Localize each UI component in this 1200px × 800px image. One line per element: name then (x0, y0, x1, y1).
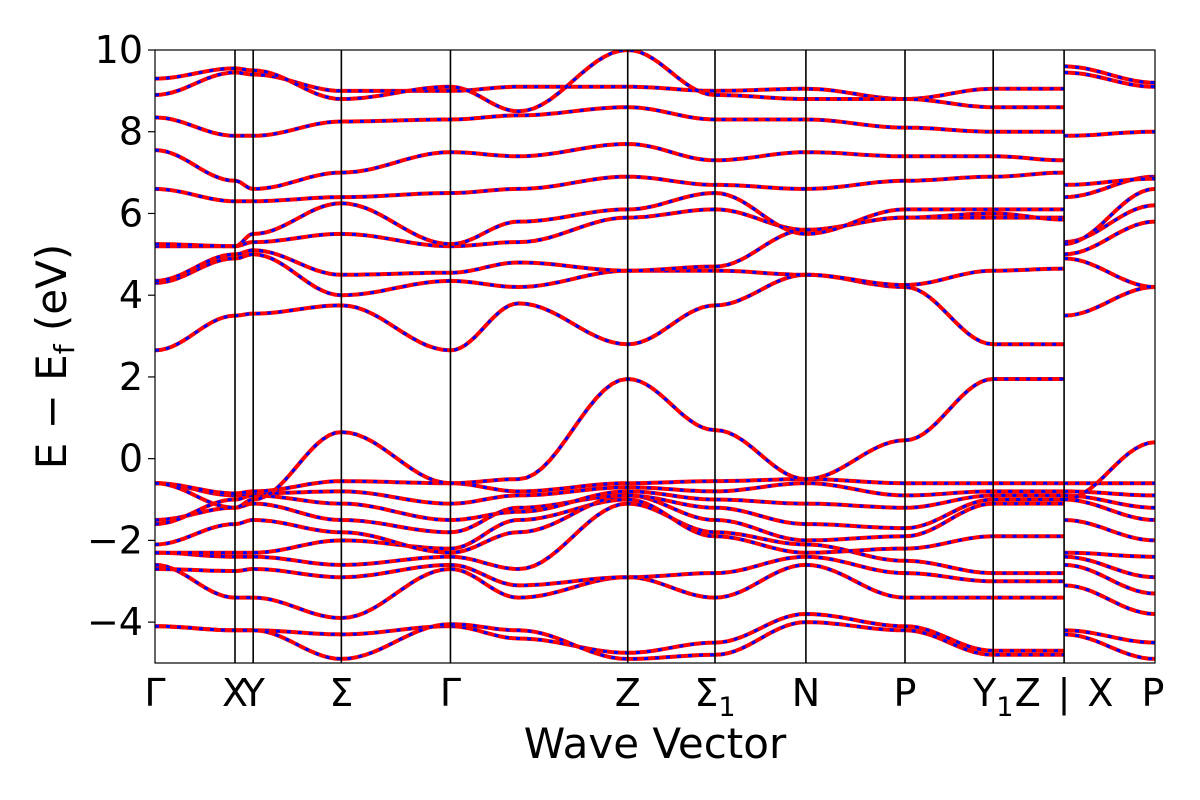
band-line-red (1064, 583, 1155, 616)
band-line-blue-dashed (1063, 440, 1155, 501)
x-tick-label: Z (1015, 671, 1041, 715)
band-line-red (155, 272, 1065, 353)
x-tick-label: Y1 (972, 671, 1013, 723)
y-tick-label: 8 (119, 110, 143, 154)
band-line-blue-dashed (1064, 493, 1155, 510)
band-line-blue-dashed (155, 493, 1065, 555)
band-line-blue-dashed (155, 502, 1065, 575)
band-line-blue-dashed (1064, 285, 1155, 318)
band-line-blue-dashed (155, 252, 1065, 297)
x-tick-label: Γ (144, 671, 165, 715)
band-line-blue-dashed (1064, 583, 1155, 616)
band-line-red (1063, 219, 1155, 257)
x-tick-label: Γ (440, 671, 461, 715)
band-line-blue-dashed (1064, 563, 1155, 595)
x-tick-label: X (222, 671, 248, 715)
band-line-blue-dashed (155, 620, 1065, 661)
y-tick-label: 4 (119, 273, 143, 317)
band-line-blue-dashed (155, 171, 1065, 203)
band-line-blue-dashed (1064, 71, 1155, 89)
x-tick-label: X (1087, 671, 1113, 715)
y-axis-label: E − Ef (eV) (27, 244, 81, 470)
band-line-red (1064, 285, 1155, 318)
band-line-red (155, 170, 1065, 204)
band-line-blue-dashed (155, 105, 1065, 138)
band-line-red (155, 207, 1065, 249)
x-tick-label: Σ1 (694, 671, 735, 723)
band-line-blue-dashed (155, 377, 1065, 510)
band-line-blue-dashed (1064, 555, 1155, 579)
y-tick-label: −2 (87, 518, 143, 562)
band-line-blue-dashed (155, 489, 1065, 526)
x-tick-label: Σ (329, 671, 353, 715)
bands-layer (155, 50, 1155, 661)
band-line-blue-dashed (155, 563, 1065, 620)
band-line-blue-dashed (1064, 489, 1155, 497)
band-line-blue-dashed (155, 481, 1065, 506)
x-tick-label: P (1142, 671, 1165, 715)
band-line-blue-dashed (155, 216, 1065, 283)
band-line-blue-dashed (155, 207, 1065, 248)
y-tick-label: 10 (95, 28, 143, 72)
band-line-blue-dashed (1064, 632, 1155, 661)
band-line-red (1063, 256, 1155, 289)
x-tick-label: P (894, 671, 917, 715)
band-line-red (155, 105, 1065, 138)
band-line-red (155, 70, 1065, 101)
band-line-red (155, 497, 1065, 555)
band-line-blue-dashed (1064, 64, 1155, 85)
high-symmetry-lines (234, 50, 1065, 663)
x-tick-label: Y (241, 671, 266, 715)
band-line-blue-dashed (1064, 256, 1155, 289)
plot-frame (154, 49, 1156, 664)
x-tick-label: N (792, 671, 820, 715)
band-line-blue-dashed (1064, 518, 1155, 542)
y-tick-label: 2 (119, 355, 143, 399)
band-line-red (1063, 562, 1155, 596)
band-line-blue-dashed (155, 555, 1065, 587)
y-tick-label: −4 (87, 600, 143, 644)
band-line-blue-dashed (1064, 130, 1155, 138)
band-line-blue-dashed (1064, 551, 1155, 559)
band-line-blue-dashed (155, 191, 1065, 248)
x-tick-label: | (1058, 671, 1071, 716)
band-line-blue-dashed (155, 477, 1065, 495)
x-axis-ticks: Γ XY Σ Γ Z Σ1 N P Y1 Z | X P (144, 671, 1164, 723)
band-line-blue-dashed (1064, 628, 1155, 645)
band-line-blue-dashed (155, 273, 1065, 352)
band-line-blue-dashed (1064, 498, 1155, 522)
y-tick-label: 6 (119, 191, 143, 235)
x-axis-label: Wave Vector (524, 719, 787, 768)
band-line-blue-dashed (1064, 177, 1155, 187)
band-line-blue-dashed (155, 142, 1065, 191)
y-tick-label: 0 (119, 437, 143, 481)
band-line-red (155, 50, 1065, 114)
band-line-red (1063, 186, 1155, 247)
y-axis-ticks: 10 8 6 4 2 0 −2 −4 (87, 28, 155, 644)
x-tick-label: Z (615, 671, 641, 715)
